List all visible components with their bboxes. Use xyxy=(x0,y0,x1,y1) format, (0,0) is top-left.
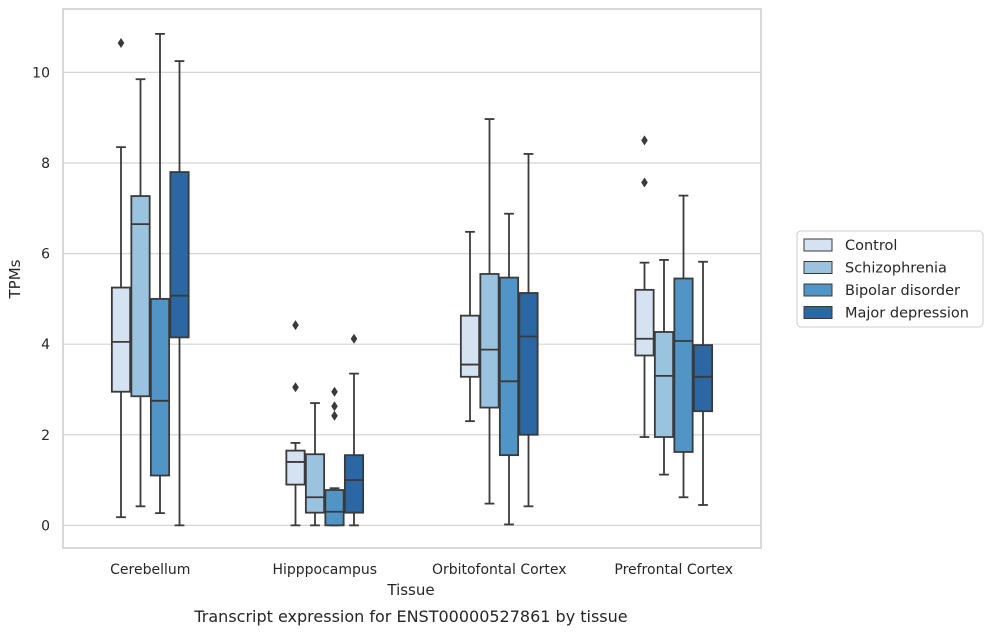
box-body xyxy=(479,273,500,409)
box-1-1 xyxy=(304,402,326,527)
box-body xyxy=(169,171,190,339)
box-0-2 xyxy=(149,33,171,515)
box-2-2 xyxy=(498,212,520,526)
box-body xyxy=(149,297,171,477)
legend-label: Schizophrenia xyxy=(845,261,947,277)
outlier-point xyxy=(331,401,338,412)
y-tick-label: 10 xyxy=(32,65,50,81)
outlier-point xyxy=(641,135,648,146)
legend-label: Bipolar disorder xyxy=(845,283,960,299)
box-3-3 xyxy=(692,260,714,506)
x-tick-label: Orbitofontal Cortex xyxy=(432,562,567,578)
legend-swatch xyxy=(803,283,833,297)
boxes xyxy=(110,33,714,527)
box-3-1 xyxy=(653,259,675,476)
y-tick-label: 6 xyxy=(41,247,50,263)
box-2-3 xyxy=(518,153,539,508)
outlier-point xyxy=(331,386,338,397)
x-tick-label: Hipppocampus xyxy=(272,562,377,578)
legend-swatch xyxy=(803,306,833,319)
y-axis-label: TPMs xyxy=(6,259,24,299)
legend: Control Schizophrenia Bipolar disorder Majo… xyxy=(796,230,984,328)
outlier-point xyxy=(641,177,648,188)
x-tick-label: Prefrontal Cortex xyxy=(614,562,733,578)
box-2-1 xyxy=(479,118,500,505)
plot-area-frame xyxy=(62,8,762,549)
x-tick-label: Cerebellum xyxy=(110,562,190,578)
legend-swatch xyxy=(803,238,833,252)
x-axis-ticks: Cerebellum Hipppocampus Orbitofontal Corte… xyxy=(110,562,733,578)
outlier-point xyxy=(292,382,299,393)
box-0-1 xyxy=(130,78,151,508)
box-0-0 xyxy=(110,37,132,519)
box-body xyxy=(285,449,306,486)
chart-caption: Transcript expression for ENST0000052786… xyxy=(193,607,627,626)
x-axis-label: Tissue xyxy=(386,581,434,599)
box-0-3 xyxy=(169,60,190,527)
box-body xyxy=(130,195,151,398)
legend-label: Control xyxy=(845,238,897,254)
legend-frame xyxy=(796,230,984,328)
box-3-0 xyxy=(634,135,655,438)
box-body xyxy=(673,277,694,453)
box-body xyxy=(110,286,132,393)
box-body xyxy=(692,344,714,413)
box-1-3 xyxy=(343,333,365,527)
y-tick-label: 0 xyxy=(41,518,50,534)
box-1-2 xyxy=(324,386,345,527)
box-3-2 xyxy=(673,194,694,499)
legend-swatch xyxy=(803,261,833,274)
legend-label: Major depression xyxy=(845,306,969,322)
box-body xyxy=(304,453,326,514)
box-body xyxy=(518,292,539,436)
outlier-point xyxy=(292,320,299,331)
y-tick-label: 4 xyxy=(41,337,50,353)
box-body xyxy=(498,276,520,457)
box-body xyxy=(653,331,675,438)
box-2-0 xyxy=(459,230,481,423)
box-body xyxy=(634,288,655,357)
outlier-point xyxy=(331,410,338,421)
y-tick-label: 2 xyxy=(41,428,50,444)
box-body xyxy=(459,314,481,378)
outlier-point xyxy=(350,333,358,344)
box-1-0 xyxy=(285,320,306,527)
outlier-point xyxy=(117,37,125,48)
y-axis-ticks: 0 2 4 6 8 10 xyxy=(32,65,50,534)
box-body xyxy=(343,454,365,514)
y-tick-label: 8 xyxy=(41,156,50,172)
box-body xyxy=(324,489,345,527)
